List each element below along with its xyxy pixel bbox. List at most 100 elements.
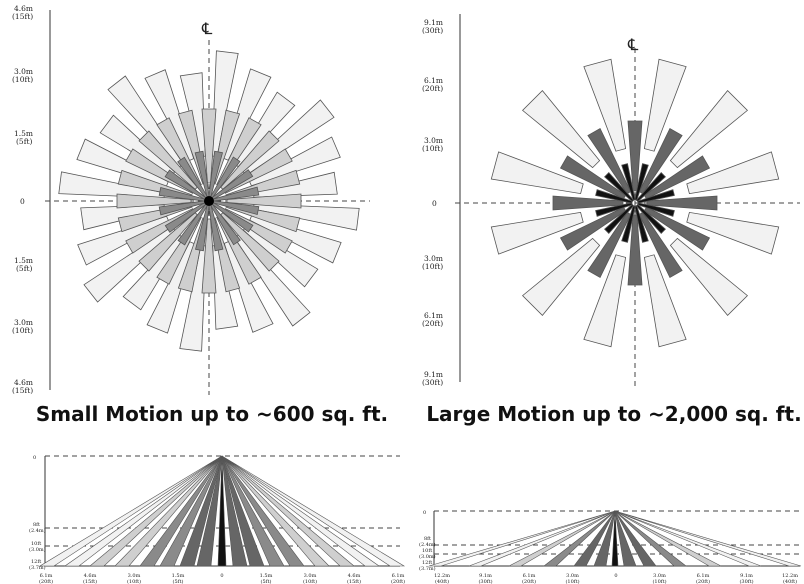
distance-label-ft: (10ft) (652, 578, 666, 584)
large-inner-beam (559, 155, 627, 200)
small-scale-label-m: 3.0m (14, 318, 33, 327)
small-scale-label-ft: (10ft) (12, 75, 33, 84)
side-large-beam (614, 510, 762, 567)
large-scale-label-ft: (10ft) (422, 262, 443, 271)
large-scale-label-m: 6.1m (424, 76, 443, 85)
small-motion-diagram: ℄ 4.6m (15ft) 3.0m (10ft) 1.5m (5ft) 0 1… (12, 4, 388, 426)
side-small-height-label: (2.4m) (29, 527, 46, 534)
side-small-beam (221, 455, 406, 567)
small-beams (58, 50, 360, 352)
small-mid-beam (116, 193, 192, 209)
side-small-height-label: 12ft (31, 559, 41, 565)
large-scale-labels: 9.1m (30ft) 6.1m (20ft) 3.0m (10ft) 0 3.… (422, 18, 443, 387)
distance-label-ft: (15ft) (347, 578, 361, 584)
small-scale-label-ft: (10ft) (12, 326, 33, 335)
side-small-beam (64, 455, 223, 567)
side-large-height-label: 8ft (424, 536, 431, 542)
side-small-beam (221, 455, 355, 567)
distance-label-ft: (20ft) (391, 578, 405, 584)
side-small-height-label: 10ft (31, 541, 41, 547)
side-large-beam (614, 510, 687, 567)
small-outer-beam (223, 240, 274, 333)
large-outer-beam (686, 151, 780, 195)
side-small-beam (114, 455, 223, 567)
side-large-bottom-labels: 12.2m(40ft)9.1m(30ft)6.1m(20ft)3.0m(10ft… (434, 573, 798, 584)
distance-label: 4.6m (84, 573, 97, 579)
large-inner-beam (552, 195, 624, 211)
distance-label-ft: (20ft) (522, 578, 536, 584)
large-inner-beam (643, 206, 711, 251)
distance-label: 3.0m (566, 573, 579, 579)
small-mid-beam (138, 212, 198, 272)
small-scale-label-ft: (15ft) (12, 12, 33, 21)
distance-label-ft: (30ft) (739, 578, 753, 584)
side-small-beam (221, 455, 330, 567)
small-centerline-symbol: ℄ (201, 19, 213, 38)
large-inner-beam (587, 127, 632, 195)
distance-label: 0 (220, 573, 223, 579)
large-inner-beam (643, 155, 711, 200)
large-motion-diagram: ℄ 9.1m (30ft) 6.1m (20ft) 3.0m (10ft) 0 … (422, 14, 802, 426)
large-scale-label-m: 9.1m (424, 370, 443, 379)
side-small-beam (221, 455, 380, 567)
small-outer-beam (223, 68, 272, 161)
large-outer-beam (643, 254, 687, 348)
distance-label: 0 (614, 573, 617, 579)
small-scale-label-m: 1.5m (14, 256, 33, 265)
side-small-beam (221, 455, 265, 567)
small-mid-beam (138, 130, 198, 190)
side-large-beam (573, 510, 616, 567)
side-small-beam (179, 455, 223, 567)
side-small-beam (221, 455, 305, 567)
small-scale-label-ft: (15ft) (12, 386, 33, 395)
distance-label: 4.6m (348, 573, 361, 579)
small-scale-label-m: 0 (20, 197, 25, 206)
small-mid-beam (220, 212, 280, 272)
large-core-beam (604, 203, 635, 234)
small-scale-label-ft: (5ft) (16, 137, 32, 146)
large-beams (490, 58, 780, 348)
small-mid-beam (226, 193, 302, 209)
side-small-height-label: 8ft (33, 522, 40, 528)
side-large-height-label: (3.0m) (419, 553, 436, 560)
side-small-beam (139, 455, 223, 567)
side-large-beam (468, 510, 616, 567)
side-large-top-label: 0 (423, 510, 426, 516)
distance-label: 3.0m (128, 573, 141, 579)
large-inner-beam (646, 195, 718, 211)
large-outer-beam (669, 237, 748, 316)
small-outer-beam (144, 69, 195, 162)
large-core-beam (637, 189, 675, 204)
distance-label: 3.0m (653, 573, 666, 579)
side-large-beam (614, 510, 802, 567)
large-motion-caption: Large Motion up to ~2,000 sq. ft. (426, 402, 801, 426)
large-outer-beam (669, 90, 748, 169)
side-large-beam (614, 510, 722, 567)
side-small-beam (38, 455, 223, 567)
large-inner-beam (638, 211, 683, 279)
large-scale-label-ft: (20ft) (422, 319, 443, 328)
large-scale-label-m: 3.0m (424, 136, 443, 145)
side-small-beam (221, 455, 285, 567)
large-core-beam (595, 202, 633, 217)
large-inner-beam (587, 211, 632, 279)
side-large-beam (614, 510, 637, 567)
distance-label: 12.2m (782, 573, 798, 579)
large-scale-label-m: 9.1m (424, 18, 443, 27)
large-core-beam (621, 205, 636, 243)
small-mid-beam (201, 108, 217, 184)
side-small-beam (196, 455, 223, 567)
small-outer-beam (146, 241, 195, 334)
large-centerline-symbol: ℄ (627, 35, 639, 54)
small-sensor-point (204, 196, 214, 206)
distance-label: 1.5m (172, 573, 185, 579)
small-motion-caption: Small Motion up to ~600 sq. ft. (36, 402, 388, 426)
side-view-small-diagram: 0 8ft (2.4m) 10ft (3.0m) 12ft (3.7m) 6.1… (29, 455, 405, 584)
large-core-beam (637, 202, 675, 217)
large-scale-label-ft: (20ft) (422, 84, 443, 93)
small-scale-labels: 4.6m (15ft) 3.0m (10ft) 1.5m (5ft) 0 1.5… (12, 4, 33, 395)
side-small-beam (159, 455, 223, 567)
side-large-height-label: 12ft (422, 560, 432, 566)
small-outer-beam (248, 136, 341, 187)
